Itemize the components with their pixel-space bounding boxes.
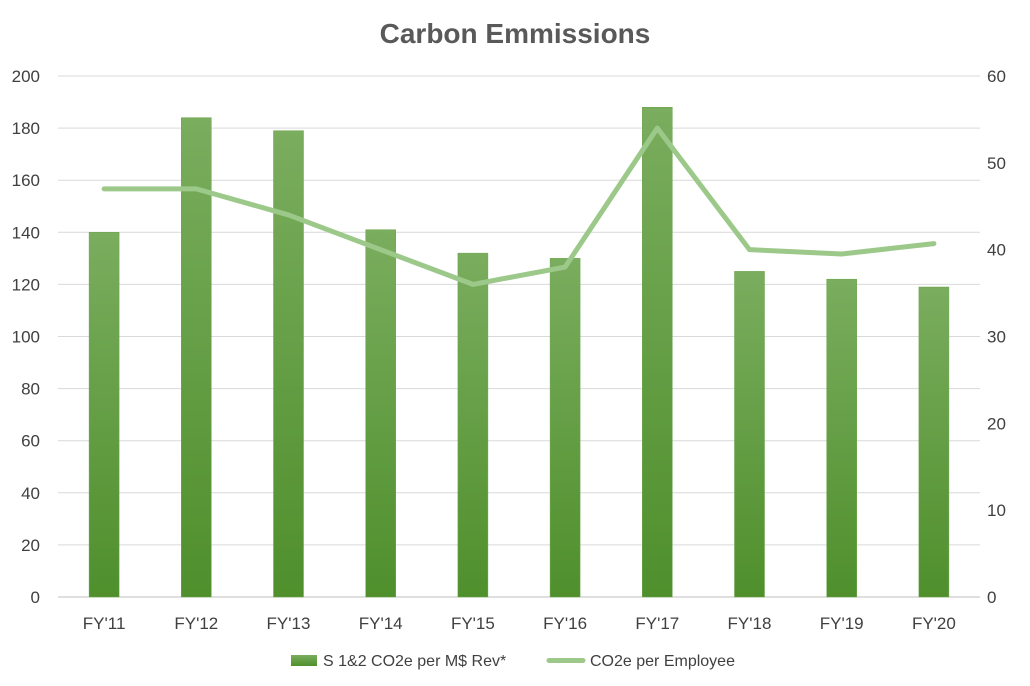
left-y-tick-label: 120 xyxy=(12,275,40,294)
right-y-tick-label: 30 xyxy=(987,328,1006,347)
bar xyxy=(642,107,673,598)
left-y-tick-label: 140 xyxy=(12,223,40,242)
right-y-tick-label: 50 xyxy=(987,154,1006,173)
right-y-tick-label: 10 xyxy=(987,501,1006,520)
right-y-tick-label: 60 xyxy=(987,67,1006,86)
x-tick-label: FY'11 xyxy=(83,614,126,633)
legend-label-bar: S 1&2 CO2e per M$ Rev* xyxy=(323,653,506,670)
right-y-tick-label: 20 xyxy=(987,414,1006,433)
legend-swatch-bar xyxy=(291,655,317,666)
left-y-tick-label: 60 xyxy=(21,432,40,451)
left-y-tick-label: 200 xyxy=(12,67,40,86)
x-tick-label: FY'16 xyxy=(543,614,587,633)
left-y-tick-label: 40 xyxy=(21,484,40,503)
x-tick-label: FY'13 xyxy=(267,614,311,633)
bar xyxy=(826,278,857,598)
bar xyxy=(365,229,396,598)
bar-series xyxy=(88,107,950,598)
left-y-axis: 0 20 40 60 80 100 120 140 160 180 200 xyxy=(12,67,40,607)
x-tick-label: FY'15 xyxy=(451,614,495,633)
x-tick-label: FY'18 xyxy=(728,614,772,633)
right-y-tick-label: 40 xyxy=(987,241,1006,260)
left-y-tick-label: 80 xyxy=(21,380,40,399)
bar xyxy=(734,271,765,598)
right-y-axis: 0 10 20 30 40 50 60 xyxy=(987,67,1006,607)
x-tick-label: FY'17 xyxy=(635,614,679,633)
left-y-tick-label: 180 xyxy=(12,119,40,138)
legend: S 1&2 CO2e per M$ Rev* CO2e per Employee xyxy=(291,653,735,670)
bar xyxy=(457,252,489,598)
right-y-tick-label: 0 xyxy=(987,588,996,607)
left-y-tick-label: 160 xyxy=(12,171,40,190)
bar xyxy=(88,232,120,598)
bar xyxy=(181,117,212,598)
left-y-tick-label: 20 xyxy=(21,536,40,555)
legend-label-line: CO2e per Employee xyxy=(590,653,735,670)
x-tick-label: FY'12 xyxy=(174,614,218,633)
series-line xyxy=(101,125,937,287)
x-tick-label: FY'19 xyxy=(820,614,864,633)
x-axis: FY'11 FY'12 FY'13 FY'14 FY'15 FY'16 FY'17 FY'18… xyxy=(83,614,956,633)
line-series xyxy=(101,125,937,287)
left-y-tick-label: 0 xyxy=(31,588,40,607)
chart-title: Carbon Emmissions xyxy=(380,18,651,49)
bar xyxy=(918,286,950,598)
gridlines xyxy=(58,75,980,598)
x-tick-label: FY'20 xyxy=(912,614,956,633)
left-y-tick-label: 100 xyxy=(12,328,40,347)
x-tick-label: FY'14 xyxy=(359,614,403,633)
bar xyxy=(273,130,304,598)
bar xyxy=(549,258,581,598)
